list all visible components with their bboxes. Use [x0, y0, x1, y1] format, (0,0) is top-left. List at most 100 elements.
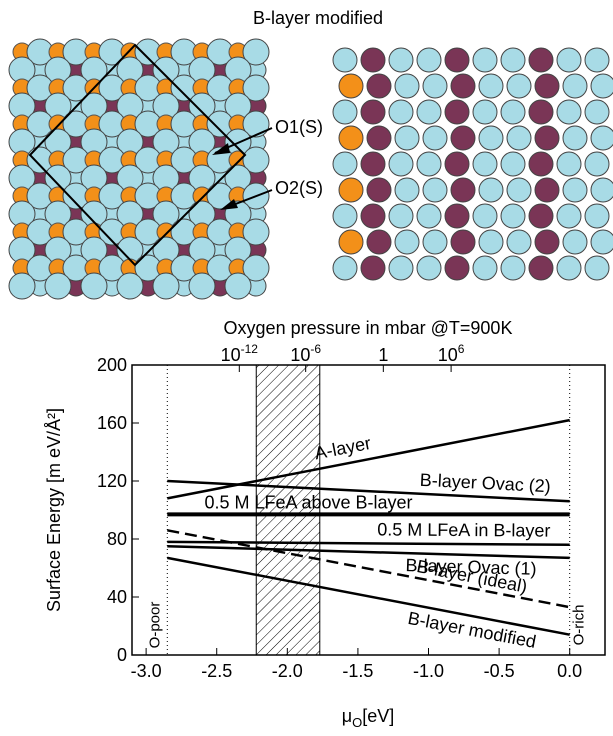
line	[167, 556, 570, 636]
atom	[388, 47, 414, 73]
arrow-head	[220, 199, 238, 210]
atom	[416, 255, 442, 281]
atom	[528, 151, 554, 177]
shaded-region	[255, 364, 321, 656]
top-tick-exponent: -12	[241, 342, 259, 356]
atom	[556, 203, 582, 229]
atom	[472, 203, 498, 229]
atom	[478, 229, 504, 255]
atom	[338, 73, 364, 99]
top-tick-exponent: 6	[458, 342, 465, 356]
y-tick-label: 120	[97, 471, 127, 491]
atom	[188, 272, 216, 300]
atom	[360, 47, 386, 73]
atom	[422, 229, 448, 255]
atom	[388, 203, 414, 229]
line	[167, 529, 570, 609]
figure-title: B-layer modified	[253, 8, 383, 28]
atom	[444, 99, 470, 125]
x-tick-label: -2.5	[201, 661, 232, 681]
atom	[80, 272, 108, 300]
atom	[360, 151, 386, 177]
top-tick-label: 10-6	[290, 342, 321, 365]
x-label-symbol: μ	[342, 706, 352, 726]
x-tick-label: 0.0	[557, 661, 582, 681]
line-label: B-layer Ovac (1)	[405, 555, 537, 579]
atom	[478, 73, 504, 99]
atom	[366, 229, 392, 255]
atom	[584, 255, 610, 281]
atom	[394, 125, 420, 151]
top-tick-exponent: -6	[310, 342, 321, 356]
atom	[394, 229, 420, 255]
line-label: A-layer	[313, 433, 373, 464]
atom	[444, 255, 470, 281]
line-label: B-layer modified	[406, 608, 538, 652]
y-tick-label: 80	[107, 529, 127, 549]
line-label: 0.5 M LFeA in B-layer	[377, 519, 550, 540]
atom	[534, 125, 560, 151]
cell	[28, 43, 247, 267]
atom	[562, 177, 588, 203]
atom	[8, 272, 36, 300]
atom	[534, 229, 560, 255]
atom-label: O1(S)	[275, 117, 323, 137]
line	[167, 545, 570, 560]
atom	[444, 203, 470, 229]
atom	[472, 255, 498, 281]
atom	[500, 47, 526, 73]
x-tick-label: -0.5	[484, 661, 515, 681]
atom	[242, 218, 270, 246]
y-tick-label: 0	[117, 645, 127, 665]
atom	[332, 47, 358, 73]
atom	[224, 272, 252, 300]
atom	[332, 99, 358, 125]
atom	[500, 203, 526, 229]
atom	[506, 229, 532, 255]
atom	[590, 229, 613, 255]
atom	[338, 177, 364, 203]
atom	[506, 125, 532, 151]
atom	[528, 203, 554, 229]
atom	[584, 203, 610, 229]
atom	[500, 99, 526, 125]
atom	[450, 229, 476, 255]
atom	[360, 99, 386, 125]
top-tick-base: 10	[290, 345, 310, 365]
atom	[338, 229, 364, 255]
atom	[556, 255, 582, 281]
top-axis-label: Oxygen pressure in mbar @T=900K	[224, 318, 513, 338]
atom	[506, 177, 532, 203]
atom	[562, 73, 588, 99]
atom	[388, 255, 414, 281]
atom	[416, 99, 442, 125]
atom	[242, 146, 270, 174]
x-axis-label: μO[eV]	[342, 706, 395, 730]
atom	[472, 151, 498, 177]
atom	[242, 74, 270, 102]
atom	[366, 73, 392, 99]
atom	[152, 272, 180, 300]
top-tick-label: 106	[438, 342, 465, 365]
atom	[528, 47, 554, 73]
atom	[528, 99, 554, 125]
atom	[478, 177, 504, 203]
atom	[338, 125, 364, 151]
atom	[422, 177, 448, 203]
atom	[590, 177, 613, 203]
line	[167, 479, 570, 503]
atom	[534, 177, 560, 203]
atom	[416, 47, 442, 73]
x-tick-label: -1.5	[342, 661, 373, 681]
x-tick-label: -2.0	[272, 661, 303, 681]
atom	[332, 151, 358, 177]
atom	[366, 177, 392, 203]
atom-structures	[8, 38, 613, 300]
atom	[562, 125, 588, 151]
atom	[242, 254, 270, 282]
atom	[534, 73, 560, 99]
atom	[360, 203, 386, 229]
atom	[116, 272, 144, 300]
y-tick-label: 200	[97, 355, 127, 375]
